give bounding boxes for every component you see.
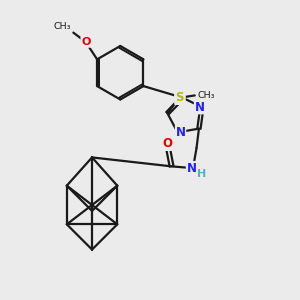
Text: CH₃: CH₃ <box>53 22 71 31</box>
Text: N: N <box>175 90 185 103</box>
Text: S: S <box>175 91 184 104</box>
Text: N: N <box>176 126 186 139</box>
Text: N: N <box>195 101 205 114</box>
Text: N: N <box>187 162 196 175</box>
Text: O: O <box>81 37 91 47</box>
Text: CH₃: CH₃ <box>197 91 214 100</box>
Text: H: H <box>197 169 206 178</box>
Text: O: O <box>162 137 172 150</box>
